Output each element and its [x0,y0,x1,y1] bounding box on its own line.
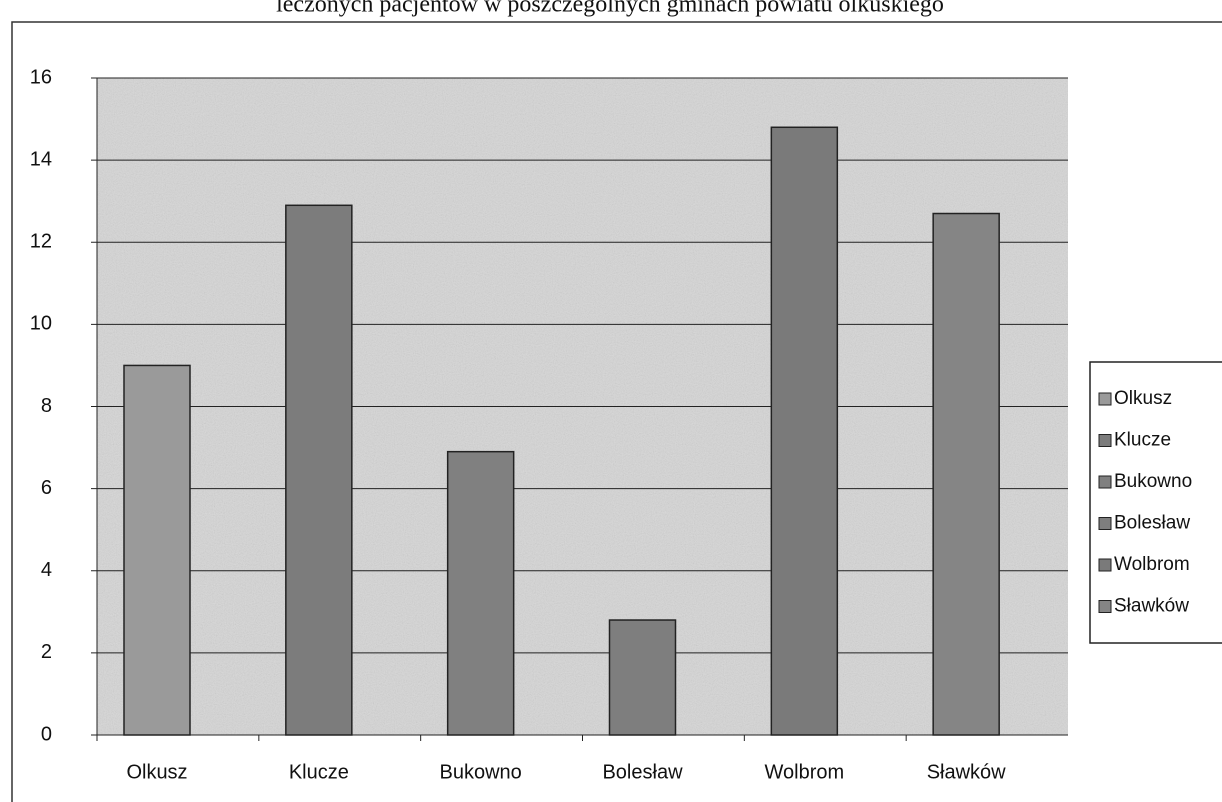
legend-text: Bolesław [1114,513,1190,534]
y-tick-label: 2 [41,641,52,663]
legend-text: Olkusz [1114,388,1172,409]
y-tick-label: 10 [30,313,52,335]
bar [932,212,1000,736]
legend-swatch [1098,600,1112,613]
y-tick-label: 16 [30,66,52,88]
bar [608,619,677,736]
y-tick-label: 6 [41,477,52,499]
legend-swatch [1098,558,1112,572]
chart-title: leczonych pacjentów w poszczególnych gmi… [276,0,944,18]
legend-swatch [1098,434,1112,447]
x-tick-label: Bukowno [440,761,522,783]
y-tick-label: 8 [41,395,52,417]
chart-frame [11,21,1222,802]
legend-box [1089,361,1222,644]
legend-swatch [1098,517,1112,530]
x-tick-label: Bolesław [602,761,683,783]
y-tick-label: 12 [30,231,52,253]
y-tick-label: 0 [41,723,52,745]
legend-text: Wolbrom [1114,554,1190,575]
x-tick-label: Wolbrom [765,761,845,783]
legend-swatch [1098,475,1112,489]
legend-swatch [1098,392,1112,406]
y-tick-label: 14 [30,148,52,170]
bar [446,450,515,736]
legend-text: Klucze [1114,430,1171,451]
x-tick-label: Sławków [927,761,1006,783]
x-tick-label: Olkusz [126,761,187,783]
legend-text: Sławków [1114,596,1189,617]
bar [770,126,839,736]
bar [285,204,353,736]
legend-text: Bukowno [1114,471,1192,492]
y-tick-label: 4 [41,559,52,581]
x-tick-label: Klucze [289,761,349,783]
bar [123,364,191,736]
